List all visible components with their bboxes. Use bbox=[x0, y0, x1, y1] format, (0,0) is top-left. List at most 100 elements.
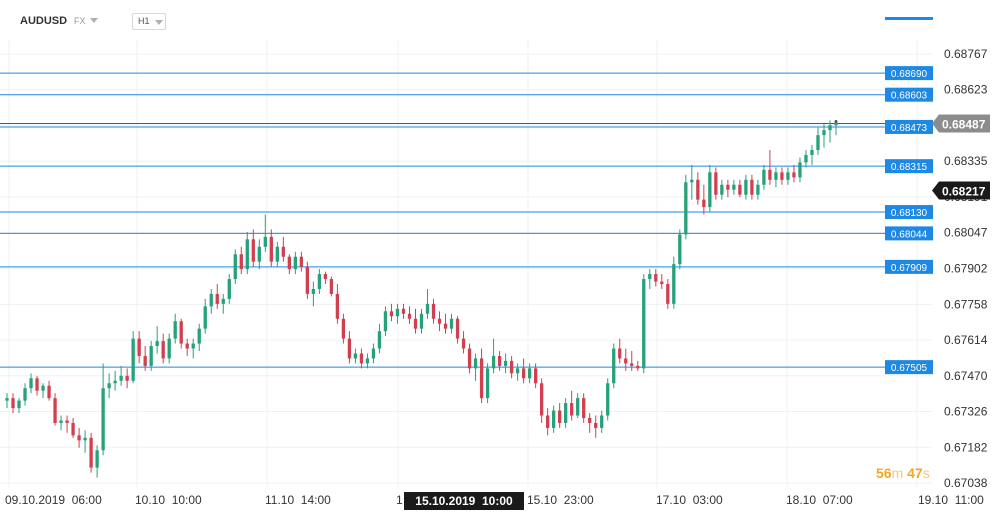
candle-up bbox=[317, 274, 322, 289]
candle-down bbox=[413, 318, 418, 329]
candle-down bbox=[437, 318, 442, 324]
candle-up bbox=[744, 179, 748, 195]
candle-down bbox=[636, 365, 640, 369]
chevron-down-icon bbox=[155, 20, 163, 25]
candle-up bbox=[774, 172, 778, 180]
active-tool-indicator[interactable] bbox=[885, 17, 933, 20]
candle-down bbox=[65, 420, 69, 423]
candle-up bbox=[227, 279, 231, 299]
candle-down bbox=[738, 184, 742, 195]
y-axis-tick-label: 0.68623 bbox=[944, 83, 988, 97]
candle-up bbox=[425, 303, 430, 314]
timeframe-select[interactable]: H1 bbox=[132, 13, 166, 30]
symbol-label[interactable]: AUDUSD bbox=[20, 15, 68, 27]
candle-down bbox=[618, 348, 622, 359]
current-price-label: 0.68217 bbox=[942, 184, 986, 198]
candle-down bbox=[431, 303, 436, 319]
candle-up bbox=[732, 184, 736, 190]
candle-up bbox=[167, 338, 171, 359]
candle-up bbox=[203, 306, 207, 329]
candle-down bbox=[329, 279, 334, 294]
candle-up bbox=[473, 358, 478, 369]
candle-down bbox=[407, 313, 412, 319]
last-price-label: 0.68487 bbox=[942, 117, 986, 131]
y-axis-tick-label: 0.68767 bbox=[944, 47, 988, 61]
candle-down bbox=[281, 246, 285, 257]
x-axis-tick-label-partial: 1 bbox=[396, 493, 403, 507]
candle-down bbox=[143, 355, 147, 366]
candle-up bbox=[377, 331, 382, 349]
candle-down bbox=[702, 199, 706, 208]
candle-down bbox=[389, 311, 394, 317]
market-type-label[interactable]: FX bbox=[74, 16, 86, 26]
candle-down bbox=[509, 360, 514, 374]
candle-up bbox=[491, 355, 496, 369]
candle-down bbox=[125, 375, 129, 381]
y-axis-tick-label: 0.68047 bbox=[944, 226, 988, 240]
candle-down bbox=[768, 169, 772, 180]
candle-up bbox=[762, 169, 766, 185]
candle-up bbox=[684, 182, 688, 235]
y-axis-tick-label: 0.67326 bbox=[944, 405, 988, 419]
candle-down bbox=[185, 343, 189, 349]
candle-down bbox=[35, 378, 39, 391]
candle-down bbox=[479, 358, 484, 399]
candle-down bbox=[558, 410, 562, 423]
candle-up bbox=[83, 437, 87, 441]
candle-up bbox=[564, 403, 568, 423]
level-price-tag bbox=[885, 87, 933, 102]
candle-down bbox=[630, 363, 634, 366]
chart-toolbar: AUDUSD FX H1 bbox=[0, 0, 1001, 40]
candle-down bbox=[792, 172, 796, 178]
candle-up bbox=[191, 343, 195, 349]
candle-up bbox=[263, 236, 267, 247]
candle-up bbox=[786, 172, 790, 180]
level-price-label: 0.68603 bbox=[891, 91, 928, 102]
candle-up bbox=[576, 398, 580, 416]
candle-up bbox=[101, 388, 105, 451]
candle-down bbox=[461, 338, 466, 349]
candle-down bbox=[335, 293, 340, 319]
x-axis-tick-label: 19.10 11:00 bbox=[918, 493, 984, 507]
candle-down bbox=[53, 398, 57, 423]
candle-down bbox=[251, 239, 255, 262]
candle-up bbox=[155, 341, 159, 347]
candle-up bbox=[371, 348, 376, 359]
y-axis-tick-label: 0.67614 bbox=[944, 333, 988, 347]
candle-up bbox=[209, 293, 213, 307]
candle-up bbox=[245, 239, 249, 270]
candle-up bbox=[293, 256, 297, 270]
y-axis-tick-label: 0.67758 bbox=[944, 297, 988, 311]
chevron-down-icon[interactable] bbox=[90, 18, 98, 23]
candle-down bbox=[443, 323, 448, 329]
candle-up bbox=[365, 358, 370, 364]
candle-countdown: 56m 47s bbox=[876, 465, 930, 481]
candle-up bbox=[95, 450, 99, 468]
candle-down bbox=[71, 422, 75, 436]
candle-down bbox=[455, 318, 460, 339]
last-price-tag bbox=[932, 114, 990, 133]
candle-down bbox=[77, 435, 81, 441]
candle-up bbox=[552, 410, 556, 428]
crosshair-time-tag bbox=[404, 492, 524, 510]
level-price-label: 0.68690 bbox=[891, 69, 928, 80]
candle-up bbox=[527, 368, 532, 379]
candle-up bbox=[756, 184, 760, 195]
candle-down bbox=[47, 385, 51, 399]
candle-down bbox=[714, 172, 718, 195]
candle-up bbox=[708, 172, 712, 208]
candle-up bbox=[29, 378, 33, 389]
level-price-tag bbox=[885, 205, 933, 220]
candle-up bbox=[353, 353, 358, 359]
countdown-minutes-unit: m bbox=[891, 465, 904, 481]
last-candle-marker bbox=[834, 119, 838, 123]
candle-up bbox=[5, 398, 9, 401]
level-price-tag bbox=[885, 119, 933, 134]
candle-up bbox=[449, 318, 454, 329]
candle-up bbox=[600, 415, 604, 428]
candle-up bbox=[606, 383, 610, 416]
level-price-label: 0.68315 bbox=[891, 162, 928, 173]
candle-up bbox=[828, 125, 832, 131]
level-price-tag bbox=[885, 259, 933, 274]
